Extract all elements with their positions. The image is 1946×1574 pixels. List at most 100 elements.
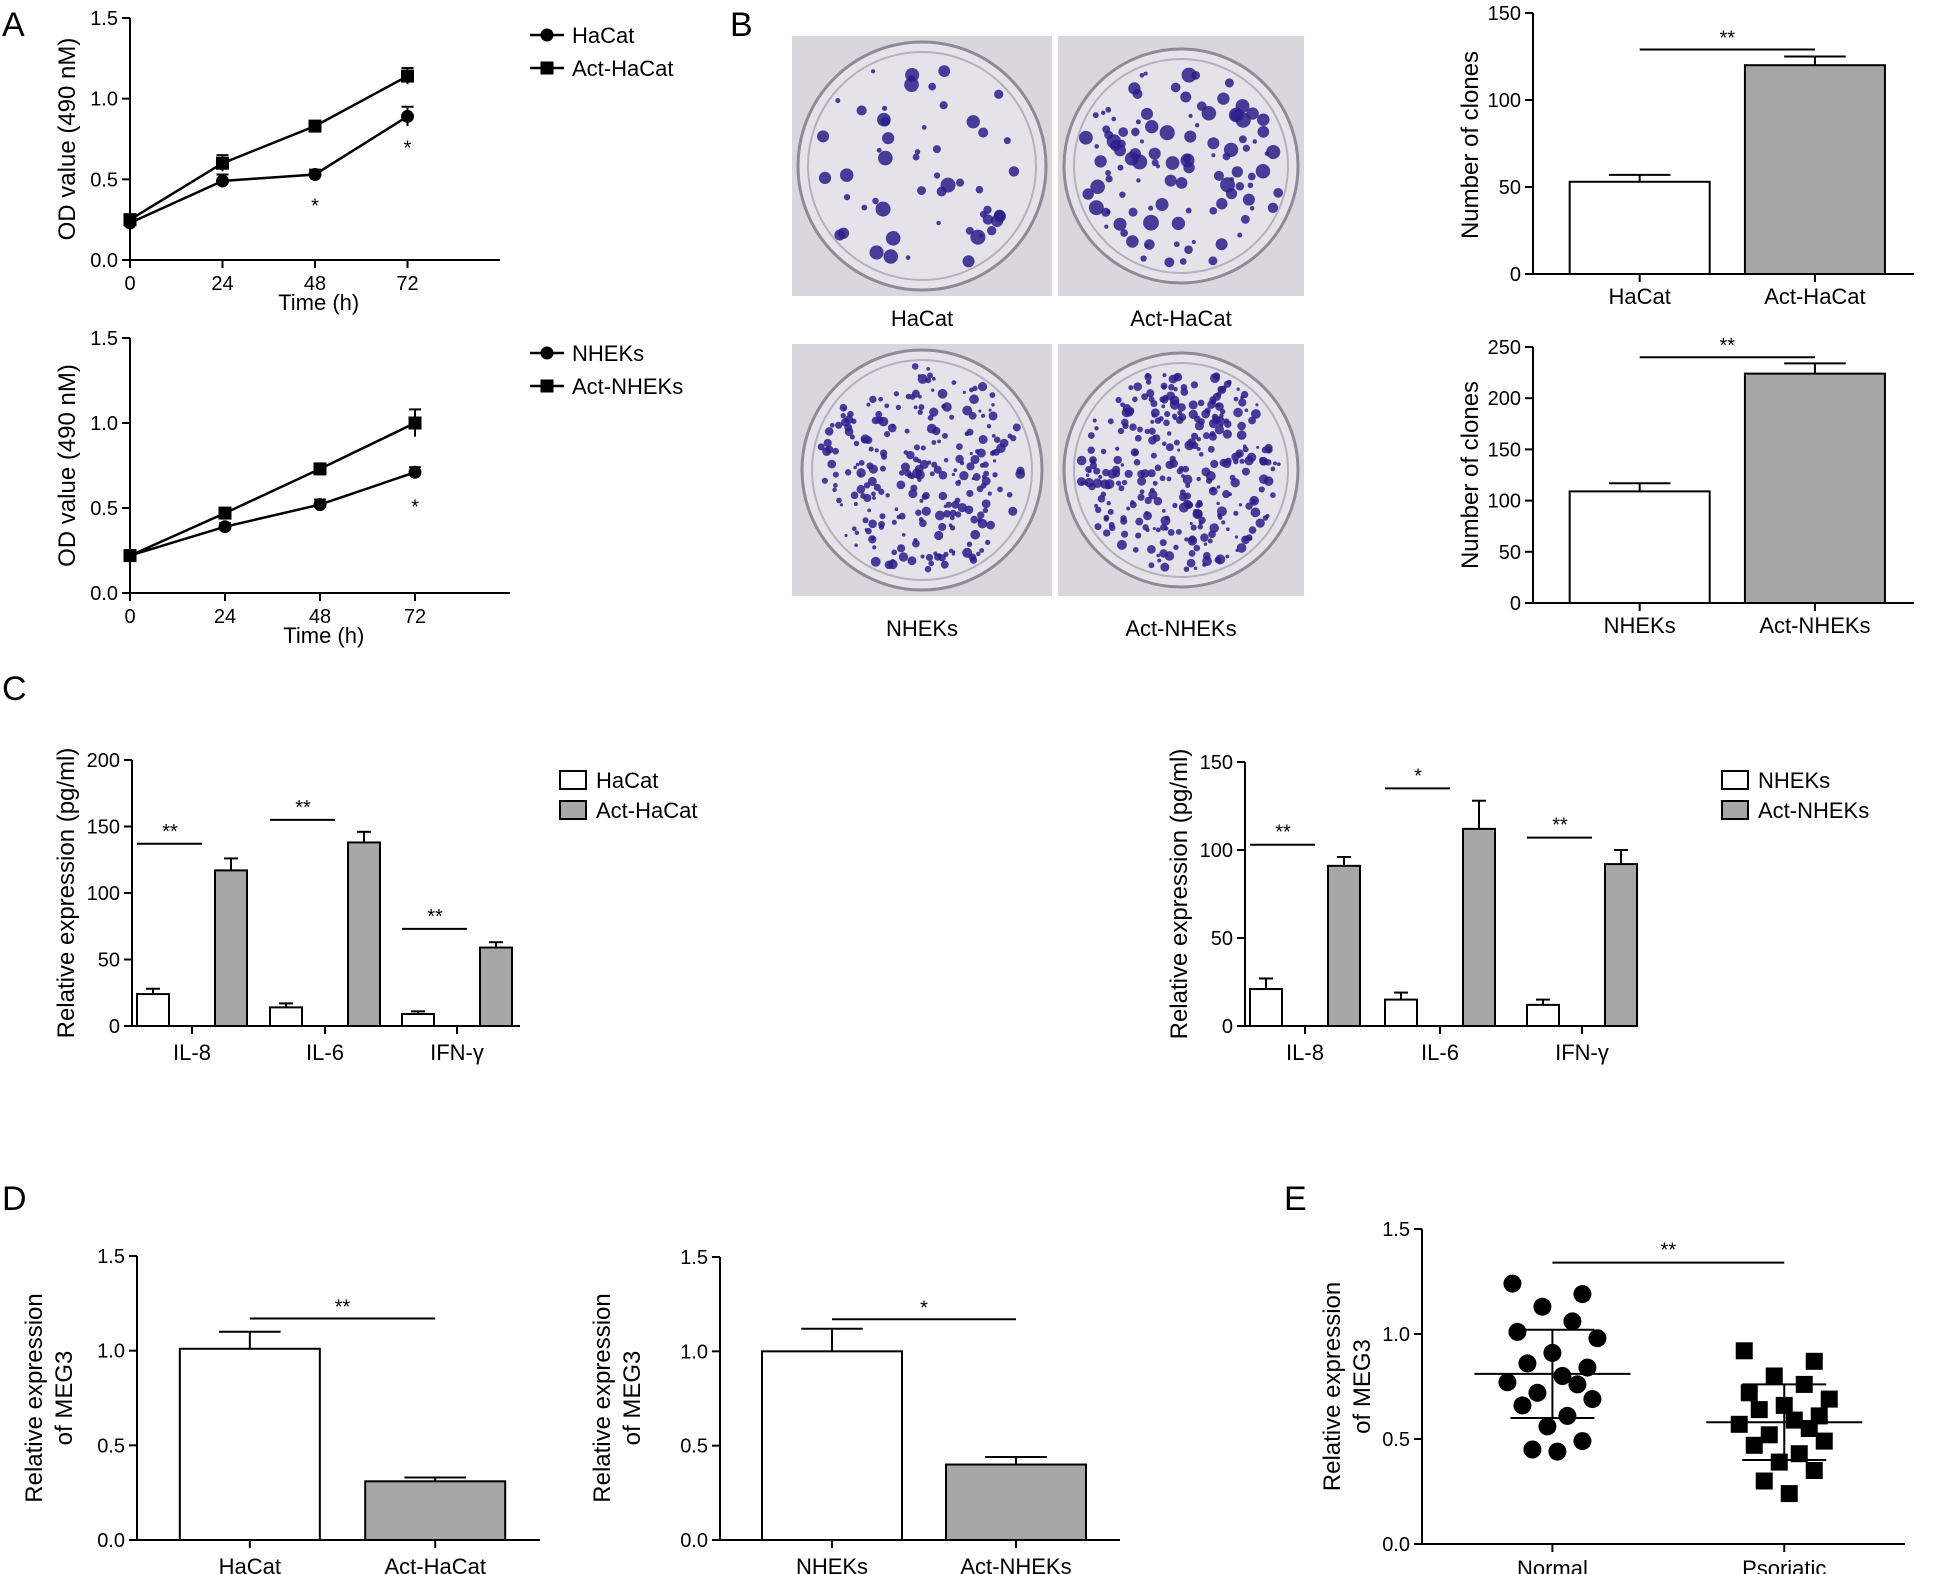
colony	[1007, 433, 1013, 439]
colony	[1152, 526, 1156, 531]
colony	[853, 465, 857, 470]
bar-control	[761, 1350, 903, 1542]
colony	[1215, 402, 1221, 408]
category-label: NHEKs	[796, 1554, 868, 1574]
significance-star: **	[1720, 28, 1736, 50]
colony	[1212, 372, 1221, 380]
colony	[926, 366, 931, 371]
colony	[939, 101, 948, 110]
colony	[934, 553, 942, 561]
colony	[1144, 496, 1152, 505]
colony	[1117, 164, 1124, 171]
colony	[994, 89, 1004, 99]
colony	[1092, 112, 1099, 119]
colony	[868, 519, 877, 529]
colony	[1142, 524, 1149, 531]
colony	[943, 458, 949, 463]
chart-b1-ytick-label: 150	[1488, 3, 1521, 25]
bar-control	[1249, 988, 1283, 1027]
colony	[1202, 556, 1212, 567]
colony	[1196, 101, 1207, 112]
colony	[1226, 527, 1230, 532]
colony	[879, 465, 886, 472]
colony	[970, 529, 981, 540]
colony	[1121, 479, 1128, 486]
photo-act-hacat: Act-HaCat	[1058, 36, 1304, 331]
colony	[1094, 523, 1102, 531]
colony	[824, 427, 834, 436]
colony	[1233, 396, 1239, 402]
colony	[1079, 130, 1093, 145]
colony	[943, 510, 951, 518]
data-point-circle	[1588, 1329, 1607, 1348]
colony	[977, 518, 988, 529]
colony	[1207, 445, 1215, 453]
colony	[1242, 193, 1255, 206]
data-point-circle	[1553, 1367, 1572, 1385]
significance-star: **	[295, 797, 311, 819]
colony	[1257, 113, 1270, 126]
colony	[913, 444, 920, 451]
colony	[1164, 410, 1171, 418]
colony	[1144, 428, 1150, 435]
bar-activated	[479, 946, 513, 1028]
bar-control	[178, 1347, 321, 1541]
colony	[835, 421, 843, 429]
colony	[844, 415, 854, 424]
colony	[1234, 535, 1239, 539]
chart-b2: 0 50 100 150 200 250 NHEKs Act-NHEKs **	[1488, 335, 1914, 638]
colony	[1101, 207, 1111, 217]
panel-label-c: C	[2, 670, 27, 708]
colony	[1236, 387, 1240, 391]
x-tick-label: 24	[214, 606, 236, 628]
colony	[1144, 239, 1155, 250]
colony	[1108, 524, 1116, 532]
data-point-square	[1815, 1432, 1833, 1450]
colony	[920, 554, 925, 559]
colony	[1173, 544, 1179, 551]
colony	[1120, 463, 1125, 467]
colony	[912, 456, 919, 463]
colony	[1151, 159, 1159, 167]
colony	[1161, 441, 1167, 447]
colony	[978, 233, 983, 238]
colony	[1244, 408, 1249, 413]
colony	[891, 519, 897, 525]
colony	[1137, 493, 1145, 501]
colony	[1216, 501, 1220, 506]
colony	[1098, 474, 1103, 480]
colony	[977, 382, 988, 392]
chart-e: 0.0 0.5 1.0 1.5 Normal Psoriatic ** Relative ex…	[1319, 1219, 1905, 1574]
colony	[1238, 398, 1247, 407]
colony	[821, 477, 828, 484]
colony	[898, 512, 906, 520]
colony	[1239, 458, 1245, 464]
chart-b2-ytick-label: 150	[1488, 439, 1521, 461]
legend-label: HaCat	[572, 23, 634, 48]
chart-d2-ytick-label: 1.5	[680, 1247, 708, 1269]
colony	[1132, 547, 1139, 553]
colony	[1163, 419, 1170, 427]
colony	[903, 450, 909, 455]
colony	[1209, 523, 1219, 533]
data-point-square	[1790, 1445, 1808, 1463]
colony	[1173, 373, 1180, 380]
colony	[928, 82, 937, 91]
colony	[928, 560, 935, 567]
colony	[997, 486, 1003, 493]
colony	[1155, 198, 1169, 212]
colony	[885, 493, 890, 498]
colony	[1266, 450, 1271, 454]
colony	[1259, 474, 1269, 484]
data-point-circle	[1498, 1373, 1517, 1392]
chart-d1: 0.0 0.5 1.0 1.5 HaCat Act-HaCat **	[97, 1246, 540, 1574]
colony	[1145, 379, 1152, 385]
significance-star: **	[1720, 335, 1736, 357]
chart-a1-ytick-label: 1.0	[90, 89, 118, 111]
colony	[905, 255, 911, 260]
legend-swatch	[1721, 770, 1749, 790]
colony	[881, 105, 888, 111]
chart-e-ytick-label: 1.5	[1382, 1219, 1410, 1241]
category-label: Normal	[1517, 1556, 1588, 1574]
bar-control	[1568, 180, 1711, 275]
